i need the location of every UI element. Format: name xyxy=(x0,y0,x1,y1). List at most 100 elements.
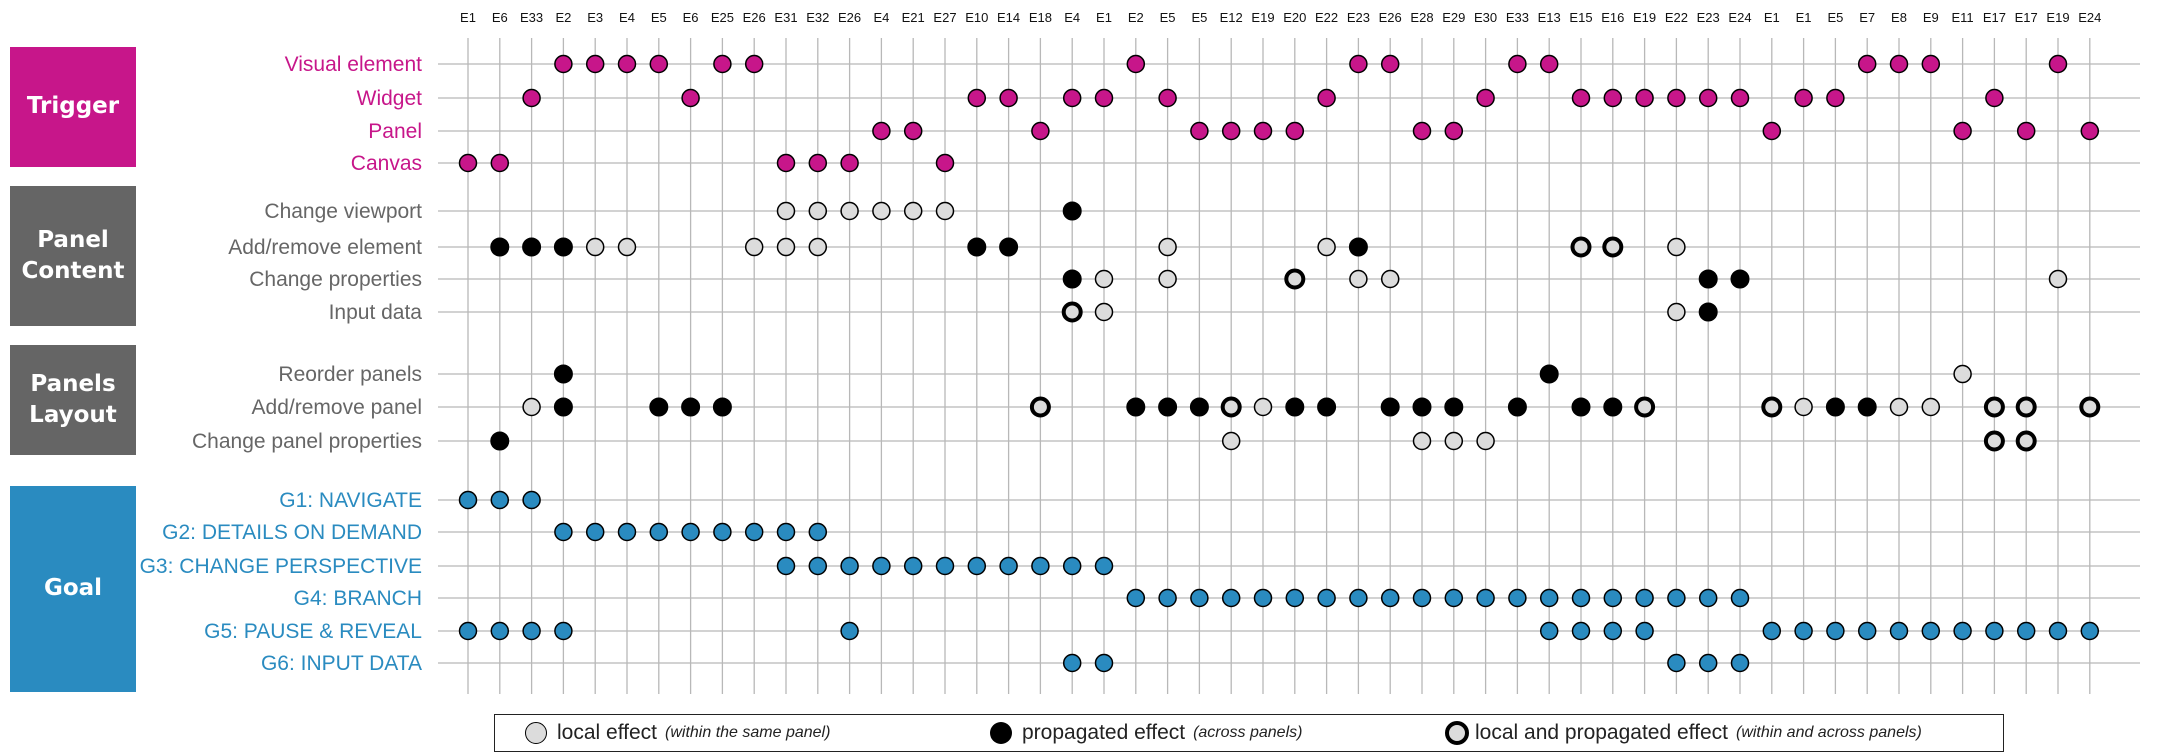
propagated-effect-marker xyxy=(553,237,573,257)
local-effect-marker xyxy=(522,397,541,417)
trigger-marker xyxy=(1667,88,1686,108)
trigger-marker xyxy=(1985,88,2004,108)
trigger-marker xyxy=(935,153,955,173)
trigger-marker xyxy=(808,153,828,173)
local-and-propagated-marker xyxy=(1220,396,1242,418)
propagated-effect-marker xyxy=(553,397,573,417)
legend-propagated-label: propagated effect xyxy=(1022,720,1186,744)
goal-marker xyxy=(808,556,828,576)
trigger-marker xyxy=(522,88,541,108)
goal-marker xyxy=(1635,588,1654,608)
column-label: E2 xyxy=(1128,10,1144,25)
trigger-marker xyxy=(2016,121,2036,141)
trigger-marker xyxy=(1190,121,1209,141)
propagated-effect-marker xyxy=(1126,397,1146,417)
local-and-propagated-marker xyxy=(1029,396,1051,418)
propagated-effect-marker xyxy=(1189,397,1209,417)
propagated-effect-marker xyxy=(1507,397,1527,417)
goal-marker xyxy=(1603,588,1623,608)
trigger-marker xyxy=(1126,54,1146,74)
trigger-marker xyxy=(1762,121,1782,141)
local-effect-marker xyxy=(525,721,547,744)
local-effect-marker xyxy=(1094,269,1114,289)
row-label: G6: INPUT DATA xyxy=(261,652,422,675)
column-label: E20 xyxy=(1283,10,1306,25)
propagated-effect-marker xyxy=(1857,397,1877,417)
goal-marker xyxy=(1794,621,1813,641)
row-label: G3: CHANGE PERSPECTIVE xyxy=(140,555,422,578)
propagated-effect-marker xyxy=(990,721,1012,744)
trigger-marker xyxy=(1094,88,1114,108)
column-label: E24 xyxy=(2078,10,2101,25)
goal-marker xyxy=(1667,588,1686,608)
column-label: E7 xyxy=(1859,10,1875,25)
local-effect-marker xyxy=(1221,431,1241,451)
propagated-effect-marker xyxy=(1062,201,1082,221)
local-and-propagated-marker xyxy=(1983,396,2005,418)
goal-marker xyxy=(1412,588,1432,608)
local-effect-marker xyxy=(1253,397,1273,417)
column-label: E26 xyxy=(1379,10,1402,25)
column-label: E22 xyxy=(1315,10,1338,25)
goal-marker xyxy=(1444,588,1464,608)
legend-propagated-note: (across panels) xyxy=(1193,723,1303,741)
local-effect-marker xyxy=(1317,237,1336,257)
goal-marker xyxy=(490,621,510,641)
column-label: E4 xyxy=(1064,10,1080,25)
trigger-marker xyxy=(903,121,923,141)
goal-marker xyxy=(585,522,605,542)
trigger-marker xyxy=(617,54,637,74)
goal-marker xyxy=(1571,588,1591,608)
goal-marker xyxy=(1603,621,1623,641)
column-label: E21 xyxy=(902,10,925,25)
local-effect-marker xyxy=(1158,237,1177,257)
trigger-marker xyxy=(1285,121,1305,141)
local-effect-marker xyxy=(1476,431,1495,451)
goal-marker xyxy=(458,621,478,641)
trigger-marker xyxy=(1571,88,1591,108)
propagated-effect-marker xyxy=(1412,397,1432,417)
goal-marker xyxy=(1221,588,1241,608)
legend-both: local and propagated effect (within and a… xyxy=(1445,715,1922,750)
local-effect-marker xyxy=(935,201,955,221)
local-and-propagated-marker xyxy=(1570,236,1592,258)
column-label: E29 xyxy=(1442,10,1465,25)
category-panel-content: Panel Content xyxy=(10,186,136,326)
legend-both-note: (within and across panels) xyxy=(1735,723,1922,741)
local-and-propagated-marker xyxy=(2015,430,2037,452)
column-label: E3 xyxy=(587,10,603,25)
goal-marker xyxy=(1698,653,1718,673)
column-label: E4 xyxy=(873,10,889,25)
goal-marker xyxy=(1285,588,1305,608)
row-label: Add/remove panel xyxy=(252,396,422,419)
trigger-marker xyxy=(999,88,1018,108)
local-and-propagated-marker xyxy=(1061,301,1083,323)
goal-marker xyxy=(1349,588,1368,608)
row-label: G4: BRANCH xyxy=(294,587,422,610)
local-effect-marker xyxy=(1889,397,1909,417)
trigger-marker xyxy=(1539,54,1559,74)
goal-marker xyxy=(1762,621,1782,641)
goal-marker xyxy=(935,556,955,576)
column-label: E33 xyxy=(1506,10,1529,25)
propagated-effect-marker xyxy=(1062,269,1082,289)
local-and-propagated-marker xyxy=(1634,396,1656,418)
local-effect-marker xyxy=(808,201,828,221)
goal-marker xyxy=(808,522,828,542)
trigger-marker xyxy=(649,54,669,74)
trigger-marker xyxy=(1921,54,1941,74)
propagated-effect-marker xyxy=(1603,397,1623,417)
propagated-effect-marker xyxy=(1698,302,1718,322)
legend-local: local effect (within the same panel) xyxy=(525,715,830,750)
propagated-effect-marker xyxy=(712,397,732,417)
propagated-effect-marker xyxy=(1317,397,1337,417)
column-label: E19 xyxy=(1633,10,1656,25)
trigger-marker xyxy=(1031,121,1050,141)
trigger-marker xyxy=(1857,54,1877,74)
legend: local effect (within the same panel) prop… xyxy=(494,714,2004,752)
local-effect-marker xyxy=(903,201,923,221)
column-label: E16 xyxy=(1601,10,1624,25)
local-effect-marker xyxy=(1412,431,1432,451)
propagated-effect-marker xyxy=(681,397,701,417)
goal-marker xyxy=(840,556,859,576)
